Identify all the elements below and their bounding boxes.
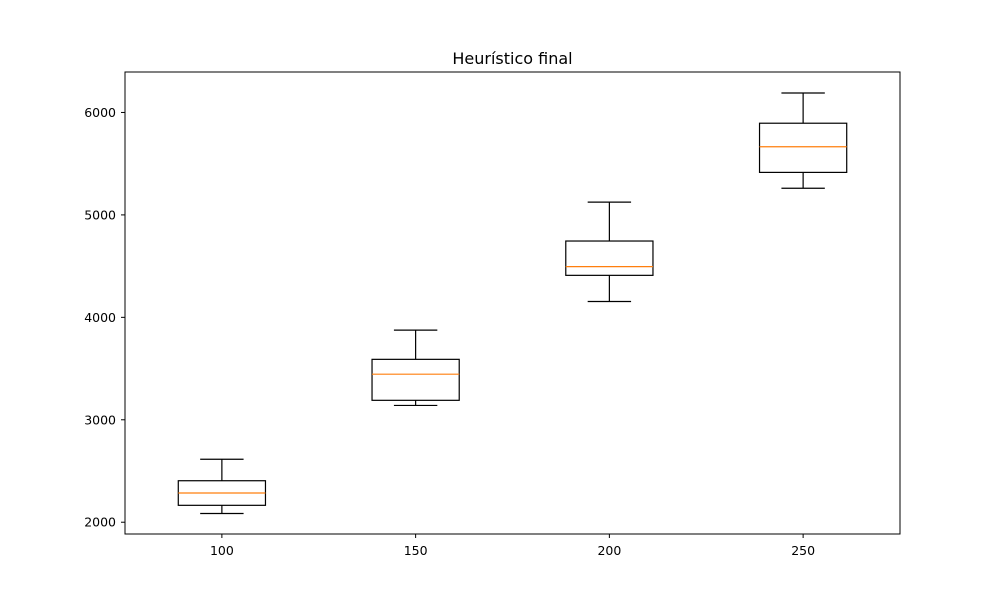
x-tick-label: 200 [597, 543, 621, 558]
x-tick-label: 100 [210, 543, 234, 558]
box-group-250 [758, 92, 848, 189]
tick-layer: 100 150 200 250 2000 3000 4000 5000 6000 [84, 105, 815, 558]
box [371, 358, 460, 401]
chart-title: Heurístico final [452, 49, 572, 68]
y-tick-label: 3000 [84, 412, 116, 427]
y-tick-label: 6000 [84, 105, 116, 120]
box-group-100 [177, 458, 267, 515]
box-group-150 [371, 329, 460, 407]
plot-frame [124, 71, 901, 535]
y-tick-label: 4000 [84, 310, 116, 325]
box [565, 240, 654, 276]
y-tick-label: 2000 [84, 515, 116, 530]
plot-area [177, 92, 848, 515]
x-tick-label: 250 [791, 543, 815, 558]
y-tick-label: 5000 [84, 207, 116, 222]
box [758, 122, 848, 173]
x-tick-label: 150 [404, 543, 428, 558]
box-group-200 [565, 201, 654, 303]
